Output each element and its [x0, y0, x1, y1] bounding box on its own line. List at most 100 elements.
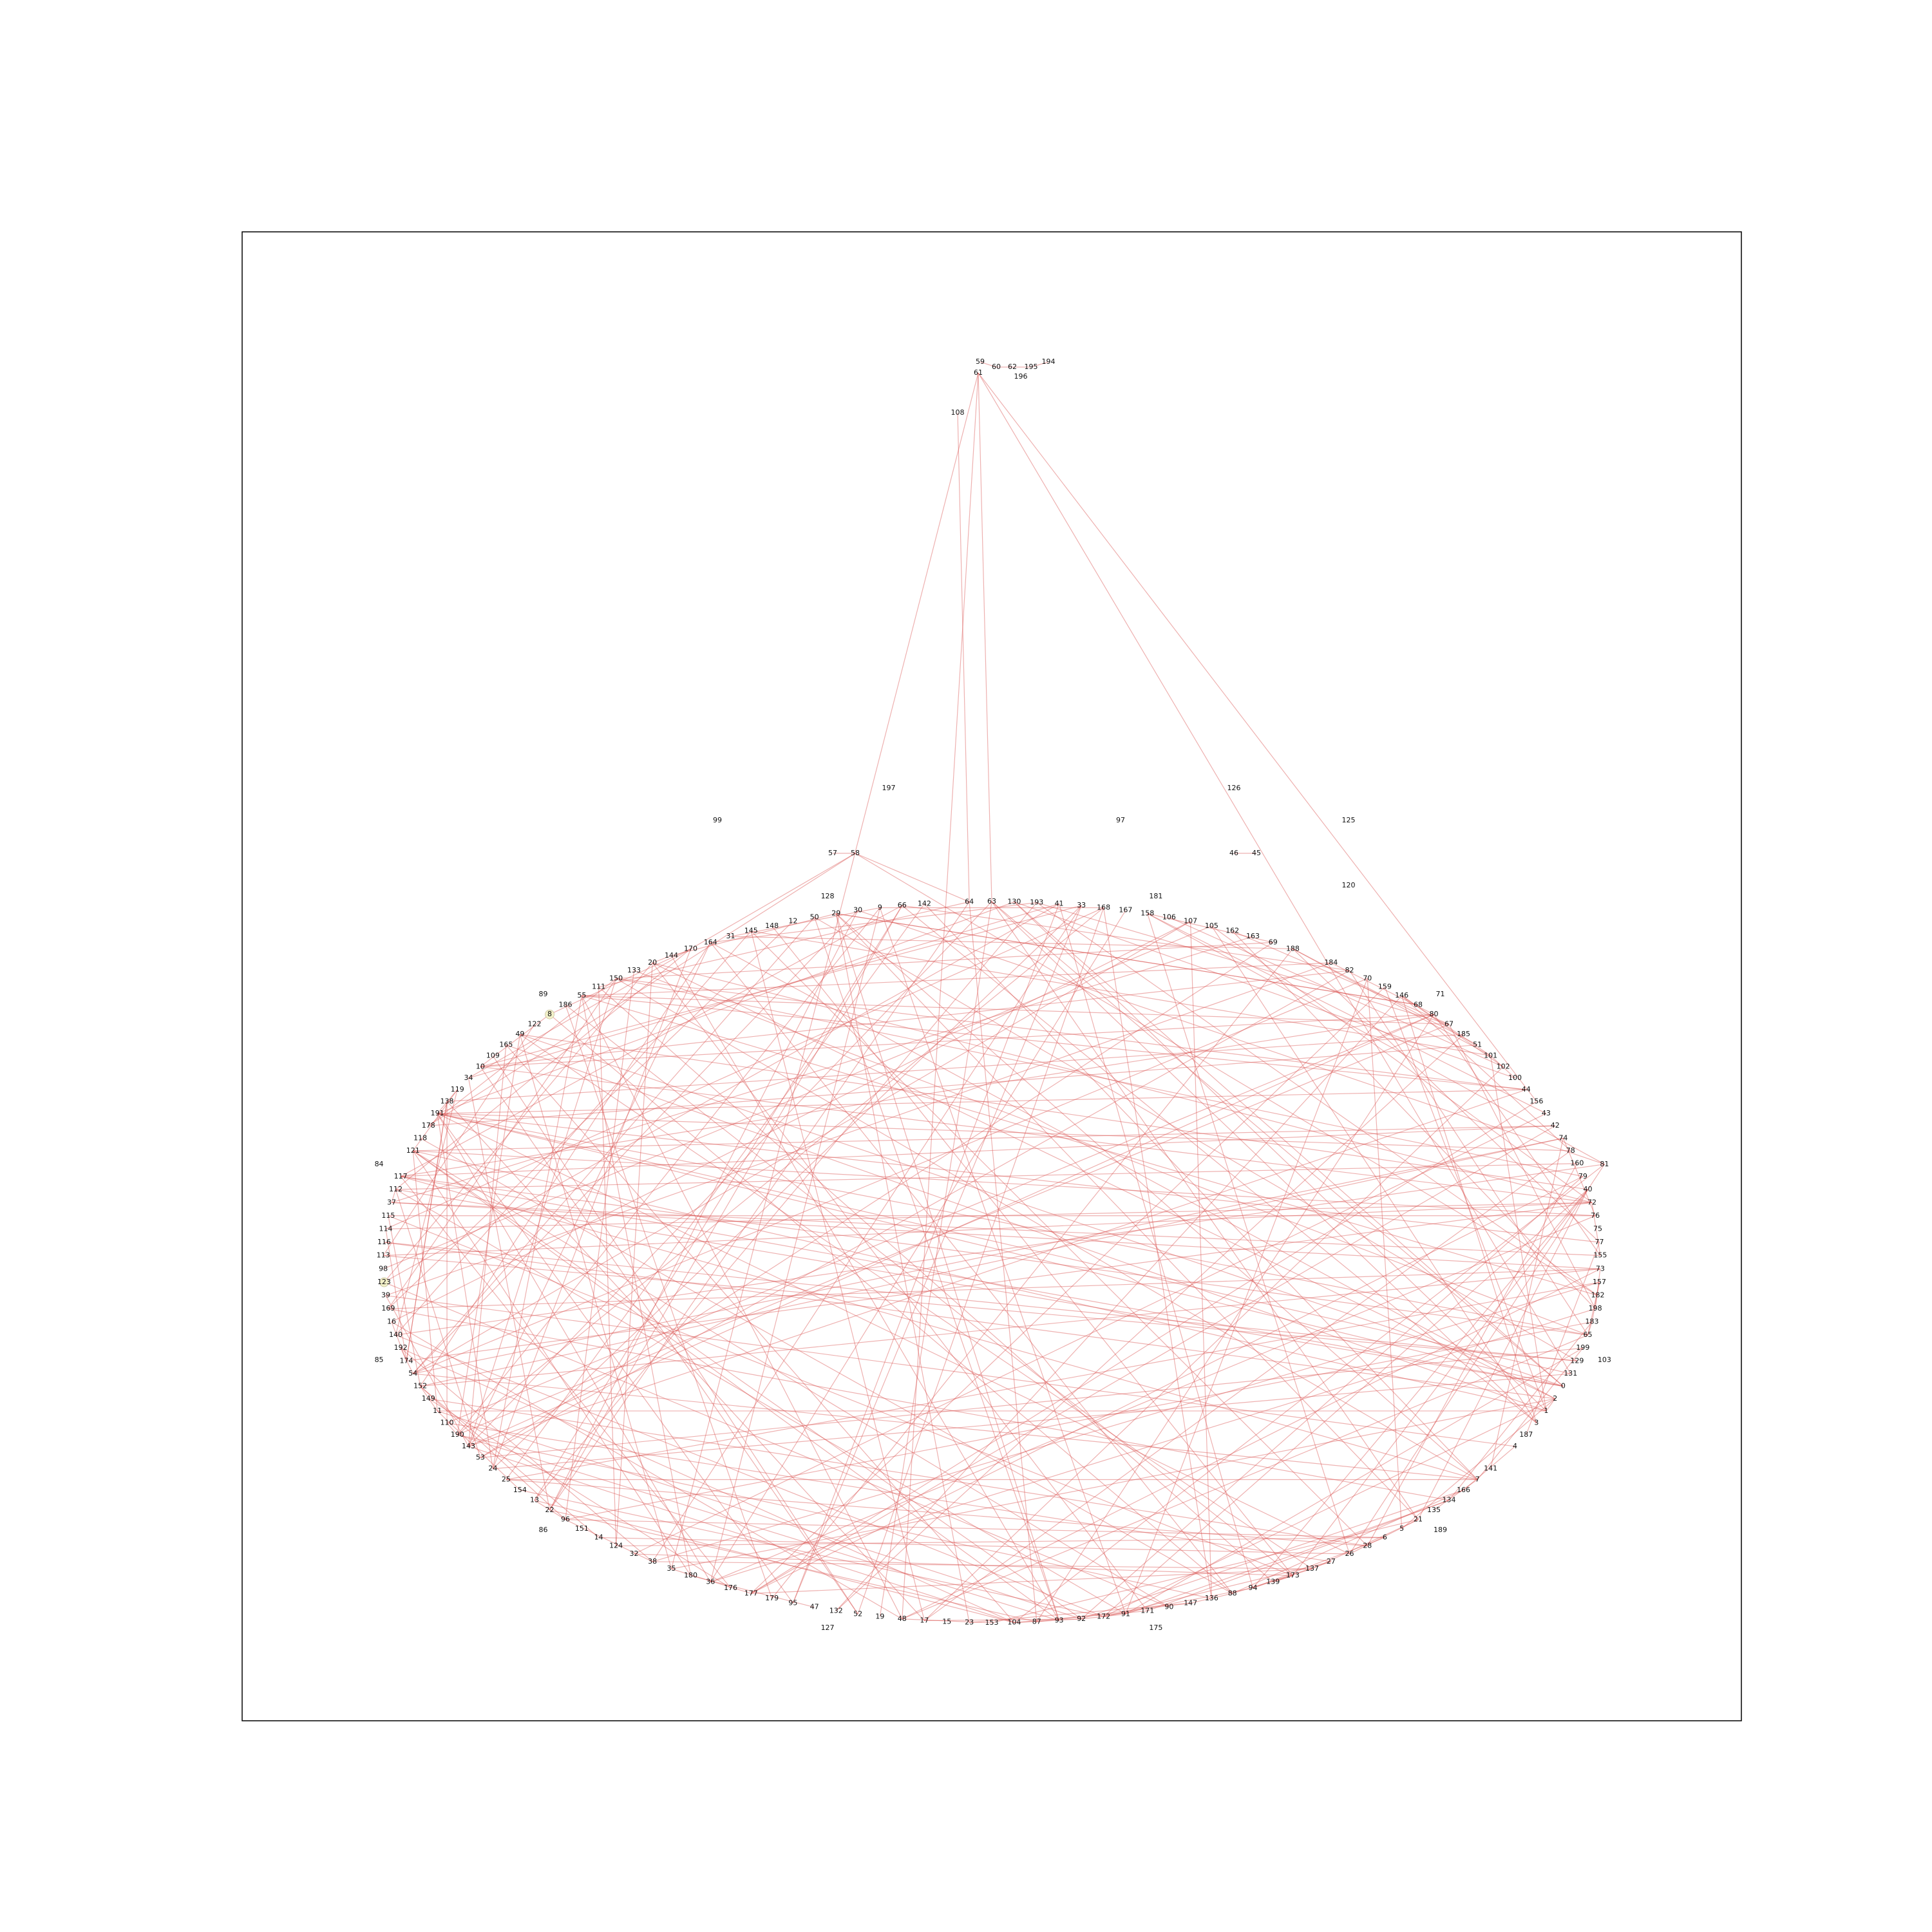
edge [1125, 1347, 1584, 1615]
node-label: 72 [1587, 1198, 1596, 1206]
node-label: 189 [1434, 1526, 1447, 1534]
node-label: 46 [1229, 849, 1238, 857]
node-label: 116 [377, 1238, 391, 1246]
edge [480, 1014, 550, 1067]
edge [1014, 1164, 1605, 1624]
edge [582, 962, 1331, 996]
node-label: 33 [1077, 901, 1086, 909]
node-label: 143 [462, 1442, 475, 1450]
edge [549, 905, 903, 1511]
edge [384, 903, 1059, 1283]
edge [582, 995, 1526, 1090]
edge [1030, 361, 1049, 368]
node-label: 169 [381, 1304, 395, 1312]
node-label: 186 [558, 1000, 572, 1009]
node-label: 10 [476, 1062, 485, 1070]
edge [1189, 921, 1212, 1599]
edge [468, 978, 617, 1447]
edge [384, 1242, 1555, 1399]
edge [437, 1113, 1588, 1336]
edge [457, 907, 1104, 1435]
edge [437, 901, 1015, 1114]
edge [388, 978, 617, 1309]
node-marker [545, 1009, 554, 1019]
edge [1367, 978, 1403, 1529]
node-label: 181 [1149, 892, 1162, 900]
node-label: 98 [379, 1264, 388, 1273]
edge [492, 905, 1082, 1470]
edge [1433, 1014, 1601, 1256]
edge [534, 1499, 1015, 1624]
edge [565, 1005, 773, 1599]
edge [468, 901, 992, 1447]
edge [710, 942, 1233, 1594]
edge [480, 970, 1350, 1459]
edge [412, 921, 1191, 1374]
node-label: 42 [1551, 1121, 1560, 1130]
node-label: 126 [1227, 784, 1241, 792]
node-label: 53 [476, 1454, 485, 1462]
edge [437, 1113, 1600, 1243]
edge [924, 1618, 1082, 1622]
edge [383, 925, 1212, 1269]
edge [1591, 1202, 1601, 1256]
edge [468, 1089, 1526, 1447]
node-label: 62 [1008, 363, 1017, 371]
edge [391, 936, 1253, 1203]
edge [420, 1268, 1600, 1387]
edge [520, 1034, 1312, 1569]
edge [616, 978, 1478, 1480]
edge [978, 372, 1537, 1102]
node-label: 122 [527, 1019, 541, 1028]
edge [549, 1014, 1233, 1594]
edge [413, 1373, 1478, 1481]
edge [671, 955, 1060, 1621]
edge [388, 1215, 421, 1387]
node-label: 34 [464, 1074, 473, 1082]
edge [520, 1034, 1564, 1387]
edge [991, 901, 1537, 1424]
node-label: 93 [1055, 1616, 1064, 1625]
edge [710, 942, 1556, 1399]
node-label: 119 [451, 1085, 464, 1094]
node-label: 81 [1600, 1160, 1609, 1168]
node-label: 199 [1576, 1343, 1589, 1352]
node-label: 121 [406, 1146, 420, 1155]
node-label: 8 [547, 1010, 552, 1018]
node-label: 75 [1593, 1224, 1602, 1233]
edge [751, 1176, 1584, 1594]
node-label: 80 [1429, 1010, 1438, 1018]
edge [772, 948, 1293, 1599]
edge [395, 1189, 1126, 1615]
node-label: 147 [1184, 1598, 1197, 1607]
edge [1463, 1446, 1515, 1491]
edge [581, 996, 692, 1576]
node-label: 22 [545, 1506, 554, 1514]
edge [468, 942, 711, 1447]
edge [1401, 995, 1571, 1151]
edge [549, 1510, 1037, 1623]
edge [437, 1410, 1082, 1620]
edge [413, 1150, 1596, 1217]
edge [428, 1398, 1368, 1547]
node-label: 145 [744, 927, 758, 935]
edge [582, 995, 1450, 1025]
node-label: 16 [387, 1318, 396, 1326]
node-label: 154 [513, 1486, 527, 1494]
edge [616, 978, 1583, 1177]
edge [1293, 948, 1478, 1046]
node-label: 29 [831, 909, 840, 918]
edge [437, 1113, 1564, 1387]
node-label: 110 [440, 1419, 454, 1427]
node-label: 134 [1443, 1496, 1456, 1504]
node-label: 185 [1457, 1030, 1470, 1038]
node-label: 149 [422, 1394, 435, 1403]
node-label: 177 [744, 1589, 758, 1597]
edge [1014, 1618, 1082, 1624]
node-label: 165 [499, 1041, 513, 1049]
edge [1036, 902, 1598, 1296]
node-layer: 0123456789101112131415161719202122232425… [375, 357, 1611, 1632]
edge [1147, 913, 1350, 1555]
edge [413, 978, 1368, 1374]
